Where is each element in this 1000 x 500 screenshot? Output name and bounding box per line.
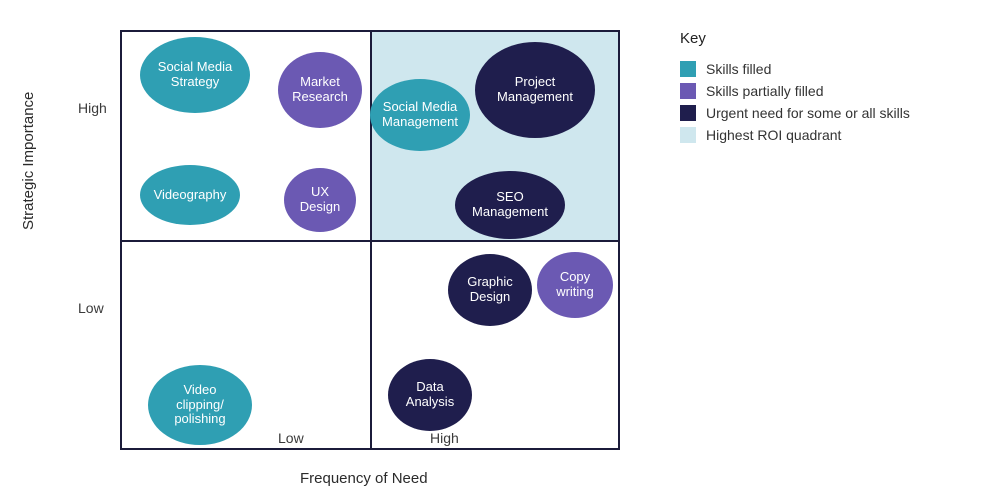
legend-item: Skills filled [680,61,910,77]
y-tick-high: High [78,100,107,116]
bubble-label-line: Graphic [467,275,513,290]
bubble-label-line: SEO [496,190,523,205]
bubble-copy-writing: Copywriting [537,252,613,318]
bubble-label-line: Copy [560,270,590,285]
legend-swatch [680,127,696,143]
bubble-label-line: Market [300,75,340,90]
bubble-label-line: Management [382,115,458,130]
legend-item: Urgent need for some or all skills [680,105,910,121]
legend-label: Skills partially filled [706,83,823,99]
bubble-social-media-strategy: Social MediaStrategy [140,37,250,113]
bubble-label-line: Videography [154,188,227,203]
legend-item: Highest ROI quadrant [680,127,910,143]
bubble-graphic-design: GraphicDesign [448,254,532,326]
bubble-project-management: ProjectManagement [475,42,595,138]
bubble-label-line: Video [183,383,216,398]
y-axis-label: Strategic Importance [20,92,37,230]
skills-matrix-chart: Strategic Importance Frequency of Need H… [0,0,1000,500]
bubble-label-line: Analysis [406,395,454,410]
bubble-label-line: Research [292,90,348,105]
bubble-label-line: clipping/ [176,398,224,413]
bubble-social-media-management: Social MediaManagement [370,79,470,151]
bubble-label-line: UX [311,185,329,200]
x-axis-label: Frequency of Need [300,470,428,487]
legend-swatch [680,105,696,121]
bubble-label-line: polishing [174,412,225,427]
bubble-label-line: Social Media [158,60,232,75]
bubble-label-line: Data [416,380,443,395]
bubble-video-clipping: Videoclipping/polishing [148,365,252,445]
legend-label: Skills filled [706,61,771,77]
bubble-ux-design: UXDesign [284,168,356,232]
legend: Key Skills filled Skills partially filled… [680,30,910,149]
matrix-grid-horizontal [120,240,620,242]
bubble-label-line: Management [472,205,548,220]
legend-item: Skills partially filled [680,83,910,99]
bubble-label-line: Project [515,75,555,90]
y-tick-low: Low [78,300,104,316]
legend-title: Key [680,30,910,47]
bubble-label-line: Strategy [171,75,219,90]
bubble-videography: Videography [140,165,240,225]
bubble-label-line: Design [470,290,510,305]
legend-swatch [680,83,696,99]
bubble-data-analysis: DataAnalysis [388,359,472,431]
bubble-seo-management: SEOManagement [455,171,565,239]
legend-swatch [680,61,696,77]
bubble-label-line: Social Media [383,100,457,115]
bubble-label-line: Management [497,90,573,105]
bubble-market-research: MarketResearch [278,52,362,128]
legend-label: Urgent need for some or all skills [706,105,910,121]
bubble-label-line: Design [300,200,340,215]
bubble-label-line: writing [556,285,594,300]
legend-label: Highest ROI quadrant [706,127,841,143]
